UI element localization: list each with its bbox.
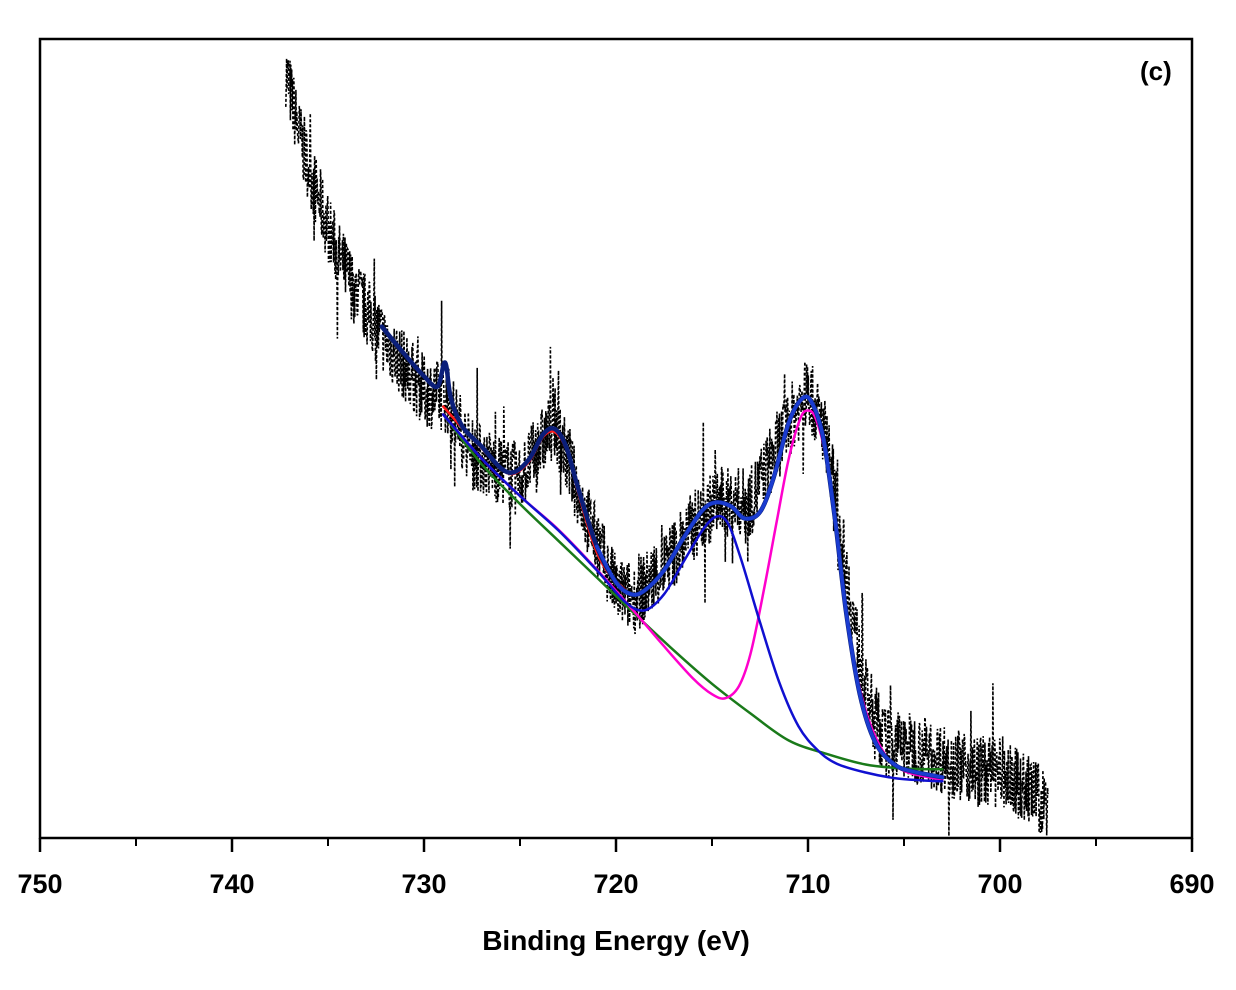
fit-curves (379, 324, 945, 783)
x-tick-label: 690 (1169, 869, 1214, 899)
fit-curve-1 (595, 394, 945, 780)
fit-curve-5 (441, 413, 944, 771)
x-axis-title: Binding Energy (eV) (482, 925, 750, 956)
panel-label: (c) (1140, 56, 1172, 86)
x-tick-label: 720 (593, 869, 638, 899)
fit-curve-4 (441, 413, 944, 783)
x-tick-label: 710 (785, 869, 830, 899)
x-tick-label: 700 (977, 869, 1022, 899)
x-axis-ticks: 750 740 730 720 710 700 690 (17, 838, 1215, 899)
x-tick-label: 730 (401, 869, 446, 899)
raw-spectrum (285, 58, 1049, 837)
raw-data-points (285, 58, 1049, 837)
plot-area (38, 37, 1194, 840)
x-tick-label: 740 (209, 869, 254, 899)
x-tick-label: 750 (17, 869, 62, 899)
